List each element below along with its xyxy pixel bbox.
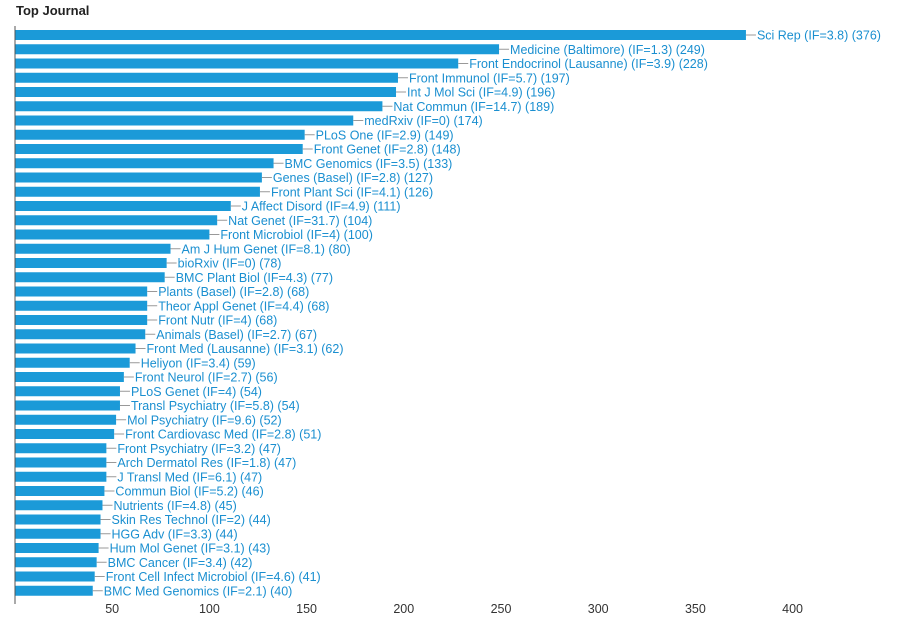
bar-label: Am J Hum Genet (IF=8.1) (80) [182,242,351,256]
bar [15,557,97,568]
bar-label: Front Immunol (IF=5.7) (197) [409,71,570,85]
x-tick-label: 400 [782,602,803,616]
bar [15,215,218,226]
bars-group [15,30,746,596]
bar [15,471,107,482]
bar [15,129,305,140]
bar-label: J Affect Disord (IF=4.9) (111) [242,200,401,214]
bar-label: BMC Genomics (IF=3.5) (133) [285,157,453,171]
bar [15,144,303,154]
bar [15,44,500,55]
bar [15,400,120,411]
bar [15,343,136,354]
bar [15,543,99,553]
x-tick-label: 150 [296,602,317,616]
bar-label: Front Nutr (IF=4) (68) [158,314,277,328]
bar-label: BMC Med Genomics (IF=2.1) (40) [104,584,293,598]
x-axis: 50 100 150 200 250 300 350 400 [14,26,803,616]
bar [15,72,398,83]
x-tick-label: 50 [105,602,119,616]
bar-labels-group: Sci Rep (IF=3.8) (376) Medicine (Baltimor… [92,29,881,598]
bar [15,201,231,211]
bar-label: Skin Res Technol (IF=2) (44) [112,513,271,527]
bar [15,30,746,40]
bar [15,429,115,439]
bar [15,372,124,382]
x-tick-label: 200 [393,602,414,616]
bar-label: Heliyon (IF=3.4) (59) [141,356,256,370]
bar [15,329,146,340]
bar-label: Nutrients (IF=4.8) (45) [113,499,236,513]
bar [15,229,210,240]
bar-label: Front Endocrinol (Lausanne) (IF=3.9) (22… [469,57,708,71]
bar [15,186,260,197]
bar-label: Front Cardiovasc Med (IF=2.8) (51) [125,428,321,442]
bar-label: Sci Rep (IF=3.8) (376) [757,29,881,43]
bar-label: Transl Psychiatry (IF=5.8) (54) [131,399,300,413]
bar-label: Front Microbiol (IF=4) (100) [220,228,372,242]
bar [15,357,130,368]
bar-label: BMC Plant Biol (IF=4.3) (77) [176,271,333,285]
bar [15,315,148,325]
bar-label: Nat Genet (IF=31.7) (104) [228,214,372,228]
x-tick-label: 300 [588,602,609,616]
bar [15,58,459,69]
bar [15,286,148,297]
bar [15,528,101,539]
bar-label: Front Neurol (IF=2.7) (56) [135,371,278,385]
bar [15,87,397,97]
bar [15,172,262,183]
bar [15,571,95,582]
bar [15,585,93,596]
bar-label: Commun Biol (IF=5.2) (46) [115,485,263,499]
bar-label: J Transl Med (IF=6.1) (47) [117,470,262,484]
bar-label: Medicine (Baltimore) (IF=1.3) (249) [510,43,705,57]
bar [15,443,107,454]
bar-label: Hum Mol Genet (IF=3.1) (43) [110,542,271,556]
bar-label: PLoS One (IF=2.9) (149) [316,128,454,142]
bar-label: Int J Mol Sci (IF=4.9) (196) [407,86,555,100]
bar-label: PLoS Genet (IF=4) (54) [131,385,262,399]
bar-label: BMC Cancer (IF=3.4) (42) [108,556,253,570]
bar [15,500,103,511]
bar [15,514,101,525]
bar-label: Front Genet (IF=2.8) (148) [314,143,461,157]
bar [15,486,105,496]
bar-label: Front Plant Sci (IF=4.1) (126) [271,185,433,199]
bar-label: Front Psychiatry (IF=3.2) (47) [117,442,281,456]
bar [15,258,167,268]
bar-label: Nat Commun (IF=14.7) (189) [393,100,554,114]
bar-label: Plants (Basel) (IF=2.8) (68) [158,285,309,299]
x-tick-label: 350 [685,602,706,616]
bar [15,101,383,112]
bar-label: Front Med (Lausanne) (IF=3.1) (62) [147,342,344,356]
bar [15,115,354,126]
bar-label: HGG Adv (IF=3.3) (44) [112,527,238,541]
x-tick-label: 100 [199,602,220,616]
bar-label: bioRxiv (IF=0) (78) [178,257,282,271]
bar-label: Animals (Basel) (IF=2.7) (67) [156,328,317,342]
chart-title: Top Journal [16,3,90,18]
bar-label: Theor Appl Genet (IF=4.4) (68) [158,299,329,313]
x-tick-label: 250 [491,602,512,616]
bar [15,414,117,425]
bar-label: Front Cell Infect Microbiol (IF=4.6) (41… [106,570,321,584]
bar [15,158,274,169]
bar-label: Mol Psychiatry (IF=9.6) (52) [127,413,282,427]
bar [15,457,107,468]
bar-label: Arch Dermatol Res (IF=1.8) (47) [117,456,296,470]
bar-label: medRxiv (IF=0) (174) [364,114,482,128]
bar [15,243,171,254]
bar [15,272,165,283]
bar [15,386,120,397]
bar [15,300,148,311]
bar-label: Genes (Basel) (IF=2.8) (127) [273,171,433,185]
